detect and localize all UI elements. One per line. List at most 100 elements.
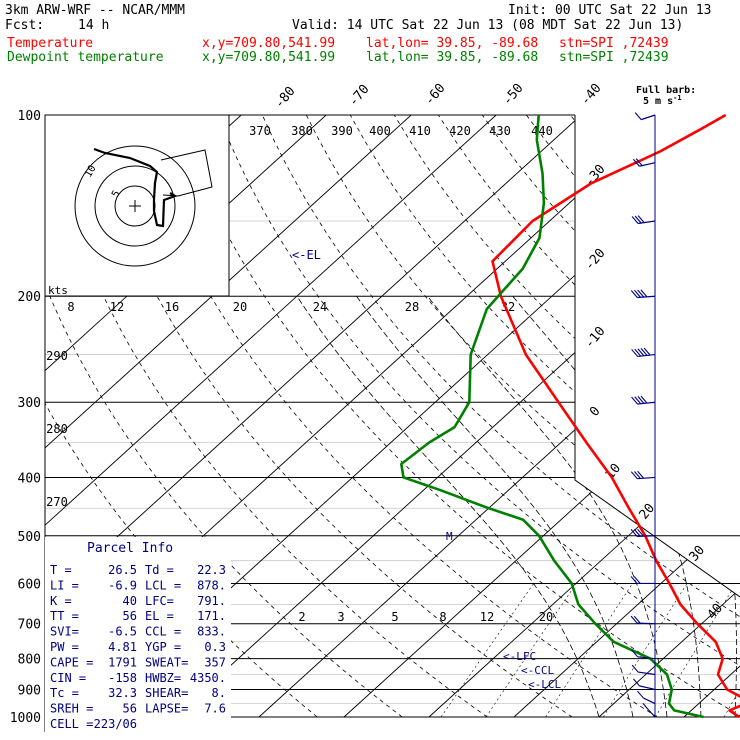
barb-shaft xyxy=(637,671,656,676)
isotherm-label: -50 xyxy=(500,81,527,109)
parcel-label-right: Td = xyxy=(145,563,174,577)
barb-flag xyxy=(630,615,638,624)
theta-label: 420 xyxy=(449,124,471,138)
parcel-value-right: 357 xyxy=(204,655,226,669)
parcel-label-right: LAPSE= xyxy=(145,702,188,716)
theta-label: 370 xyxy=(249,124,271,138)
barb-flag xyxy=(634,348,642,357)
mixing-ratio-line xyxy=(655,583,737,718)
barb-flag xyxy=(630,576,638,584)
lfc-marker: <-LFC xyxy=(503,650,536,663)
isotherm xyxy=(428,115,740,718)
dry-adiabat xyxy=(702,115,740,718)
barb-legend-unit: 5 m s-1 xyxy=(643,94,682,107)
barb-flag xyxy=(634,289,641,298)
theta-label: 430 xyxy=(489,124,511,138)
barb-flag xyxy=(643,347,651,356)
parcel-value-right: 878. xyxy=(197,578,226,592)
parcel-value-left: 40 xyxy=(123,594,137,608)
wind-barbs xyxy=(630,112,656,718)
barb-flag xyxy=(635,158,643,166)
parcel-label-right: EL = xyxy=(145,609,174,623)
dry-adiabat xyxy=(305,115,740,718)
model-title: 3km ARW-WRF -- NCAR/MMM xyxy=(5,3,186,18)
dewpoint-xy: x,y=709.80,541.99 xyxy=(202,50,336,65)
barb-flag xyxy=(633,576,641,584)
dry-adiabat xyxy=(613,115,740,718)
barb-flag xyxy=(637,215,645,223)
dewpoint-latlon: lat,lon= 39.85, -89.68 xyxy=(366,50,539,65)
theta-label: 410 xyxy=(409,124,431,138)
forecast-hour: 14 h xyxy=(78,18,110,33)
pressure-label: 1000 xyxy=(10,711,41,726)
parcel-value-left: -6.5 xyxy=(108,625,137,639)
barb-flag xyxy=(637,528,644,537)
hodograph-ring-middle xyxy=(94,165,176,247)
parcel-value-right: 791. xyxy=(197,594,226,608)
pressure-label: 700 xyxy=(18,618,41,633)
mixing-ratio-label: 2 xyxy=(298,610,305,624)
parcel-label-left: CAPE = xyxy=(50,655,93,669)
theta-label: 380 xyxy=(291,124,313,138)
lcl-marker: <-LCL xyxy=(528,678,561,691)
hodograph-speed-label: 8 xyxy=(67,300,74,314)
moist-adiabat xyxy=(427,295,668,718)
parcel-label-left: K = xyxy=(50,594,72,608)
parcel-value-left: 4.81 xyxy=(108,640,137,654)
barb-unit-text: 5 m s xyxy=(643,96,673,107)
barb-flag xyxy=(634,396,642,405)
mixing-ratio-label: 20 xyxy=(539,610,553,624)
barb-shaft xyxy=(639,685,656,691)
barb-flag xyxy=(637,470,645,479)
barb-flag xyxy=(632,678,640,687)
temperature-legend: Temperature xyxy=(7,36,94,51)
moist-adiabat xyxy=(721,296,740,718)
el-marker: <-EL xyxy=(292,248,321,262)
parcel-value-right: 171. xyxy=(197,609,226,623)
parcel-label-right: LCL = xyxy=(145,578,181,592)
parcel-label-left: T = xyxy=(50,563,72,577)
isotherm-label: -40 xyxy=(578,81,605,109)
dewpoint-line xyxy=(399,114,704,719)
hodograph-ring-label-5: 5 xyxy=(110,189,123,200)
mixing-ratio-line xyxy=(603,583,688,718)
barb-flag xyxy=(630,471,638,480)
hodograph-speed-label: 12 xyxy=(110,300,124,314)
isotherm-label: 0 xyxy=(587,404,604,420)
parcel-value-left: 56 xyxy=(123,609,137,623)
pressure-label: 600 xyxy=(18,577,41,592)
isotherm xyxy=(45,115,582,718)
barb-flag xyxy=(631,649,639,658)
hodograph-speed-label: 28 xyxy=(405,300,419,314)
dry-adiabat xyxy=(129,115,658,718)
parcel-value-right: 7.6 xyxy=(204,702,226,716)
barb-flag xyxy=(633,528,641,537)
barb-flag xyxy=(640,348,648,356)
theta-label: 440 xyxy=(531,124,553,138)
hodograph-units: kts xyxy=(48,284,68,297)
hodograph-ring-outer xyxy=(74,145,196,267)
isotherm-label: -60 xyxy=(422,81,449,109)
moist-adiabat xyxy=(356,295,634,718)
moist-adiabat xyxy=(296,295,600,718)
parcel-label-left: TT = xyxy=(50,609,79,623)
pressure-label: 500 xyxy=(18,530,41,545)
parcel-label-left: SREH = xyxy=(50,702,93,716)
barb-flag xyxy=(632,158,640,167)
barb-flag xyxy=(637,289,645,298)
ccl-marker: <-CCL xyxy=(521,664,554,677)
parcel-info-bg xyxy=(45,537,231,732)
dewpoint-station: stn=SPI ,72439 xyxy=(559,50,669,65)
moist-adiabat xyxy=(612,295,737,718)
dry-adiabat xyxy=(349,115,740,718)
sounding-curves xyxy=(399,113,740,719)
parcel-label-left: SVI= xyxy=(50,625,79,639)
isotherm xyxy=(258,115,740,718)
barb-flag xyxy=(642,702,650,711)
dry-adiabat xyxy=(217,115,740,718)
ccl-marker-text: CCL xyxy=(534,664,554,677)
parcel-label-right: LFC= xyxy=(145,594,174,608)
parcel-label-left: PW = xyxy=(50,640,79,654)
valid-time: Valid: 14 UTC Sat 22 Jun 13 (08 MDT Sat … xyxy=(292,18,684,33)
mixing-ratio-label: 5 xyxy=(391,610,398,624)
